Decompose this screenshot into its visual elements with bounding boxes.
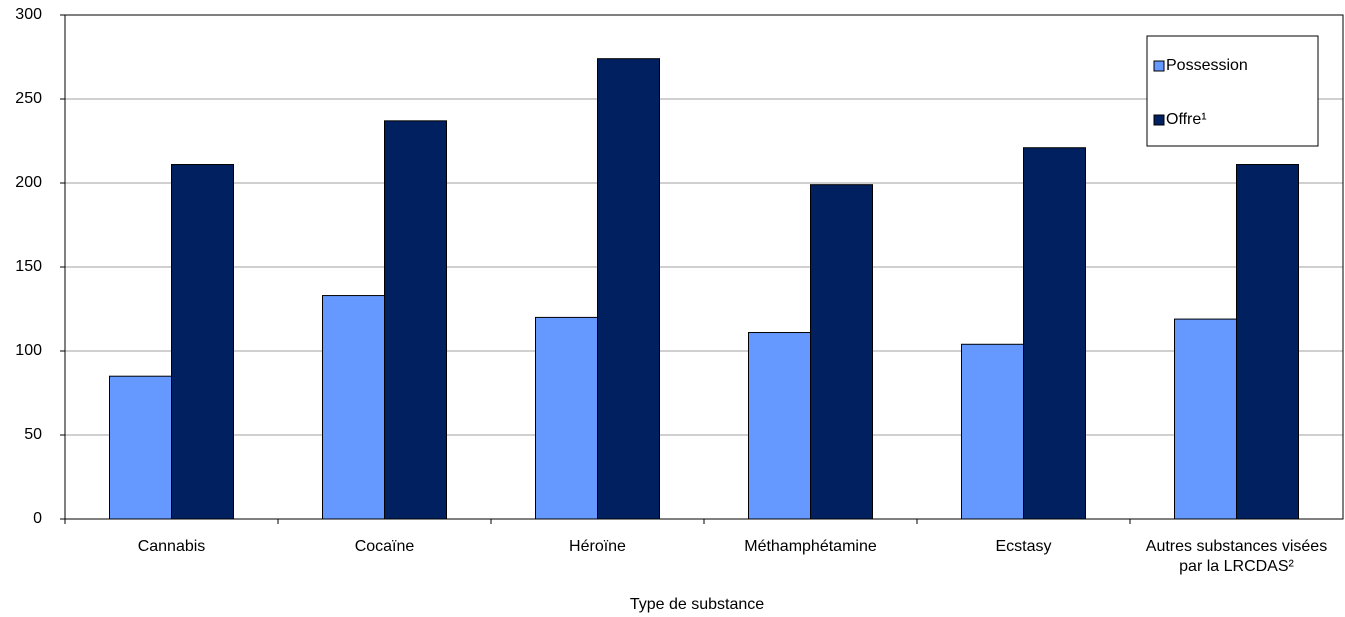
x-tick-label: Cocaïne: [354, 538, 415, 555]
legend-label: Possession: [1166, 57, 1248, 74]
bar: [1174, 318, 1237, 520]
plot-frame: [64, 14, 1344, 520]
y-tick-label: 0: [33, 510, 42, 527]
bar: [535, 316, 598, 520]
x-tick-label: Cannabis: [137, 538, 206, 555]
bar: [384, 120, 447, 520]
x-tick-label: Méthamphétamine: [744, 538, 877, 555]
bar: [961, 343, 1024, 520]
bar: [1023, 147, 1086, 520]
bar: [109, 375, 172, 520]
bar: [748, 332, 811, 520]
y-tick-label: 150: [15, 258, 42, 275]
bar: [597, 58, 660, 520]
x-tick-label: Héroïne: [569, 538, 626, 555]
y-tick-label: 250: [15, 90, 42, 107]
y-tick-label: 50: [24, 426, 42, 443]
x-tick-label: Autres substances visées par la LRCDAS²: [1145, 538, 1328, 575]
y-tick-label: 300: [15, 6, 42, 23]
legend-box: [1146, 35, 1319, 147]
bar: [810, 184, 873, 520]
y-tick-label: 100: [15, 342, 42, 359]
y-tick-label: 200: [15, 174, 42, 191]
x-axis-title: Type de substance: [630, 596, 764, 613]
bar: [1236, 164, 1299, 520]
legend-swatch: [1153, 60, 1165, 72]
x-tick-label: Ecstasy: [995, 538, 1052, 555]
legend-label: Offre¹: [1166, 111, 1207, 128]
bar: [171, 164, 234, 520]
legend-swatch: [1153, 114, 1165, 126]
bar: [322, 295, 385, 520]
